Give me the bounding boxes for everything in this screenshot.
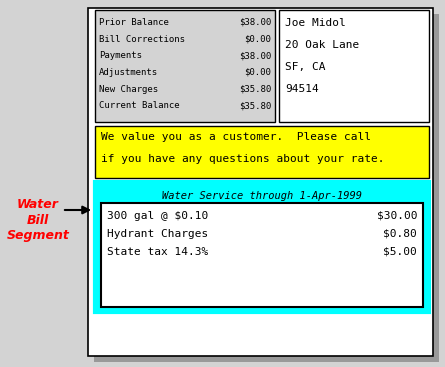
Bar — [101, 203, 423, 307]
Text: Water
Bill
Segment: Water Bill Segment — [7, 199, 69, 241]
Text: 94514: 94514 — [285, 84, 319, 94]
Text: We value you as a customer.  Please call: We value you as a customer. Please call — [101, 132, 371, 142]
Bar — [88, 8, 433, 356]
Bar — [95, 126, 429, 178]
Text: $38.00: $38.00 — [239, 18, 271, 27]
Text: 300 gal @ $0.10: 300 gal @ $0.10 — [107, 211, 208, 221]
Text: $35.80: $35.80 — [239, 101, 271, 110]
Text: 20 Oak Lane: 20 Oak Lane — [285, 40, 359, 50]
Text: $0.80: $0.80 — [383, 229, 417, 239]
Text: $5.00: $5.00 — [383, 247, 417, 257]
Bar — [279, 10, 429, 122]
Text: Joe Midol: Joe Midol — [285, 18, 346, 28]
Text: Payments: Payments — [99, 51, 142, 60]
Text: Bill Corrections: Bill Corrections — [99, 34, 185, 44]
Text: $35.80: $35.80 — [239, 85, 271, 94]
Text: Current Balance: Current Balance — [99, 101, 180, 110]
Text: if you have any questions about your rate.: if you have any questions about your rat… — [101, 154, 384, 164]
Bar — [95, 10, 275, 122]
Text: Water Service through 1-Apr-1999: Water Service through 1-Apr-1999 — [162, 191, 362, 201]
Text: $0.00: $0.00 — [244, 34, 271, 44]
Text: New Charges: New Charges — [99, 85, 158, 94]
Text: Prior Balance: Prior Balance — [99, 18, 169, 27]
Text: $30.00: $30.00 — [376, 211, 417, 221]
Text: State tax 14.3%: State tax 14.3% — [107, 247, 208, 257]
Text: Adjustments: Adjustments — [99, 68, 158, 77]
Bar — [95, 182, 429, 312]
Bar — [94, 14, 439, 362]
Text: SF, CA: SF, CA — [285, 62, 325, 72]
Text: Hydrant Charges: Hydrant Charges — [107, 229, 208, 239]
Text: $38.00: $38.00 — [239, 51, 271, 60]
Text: $0.00: $0.00 — [244, 68, 271, 77]
